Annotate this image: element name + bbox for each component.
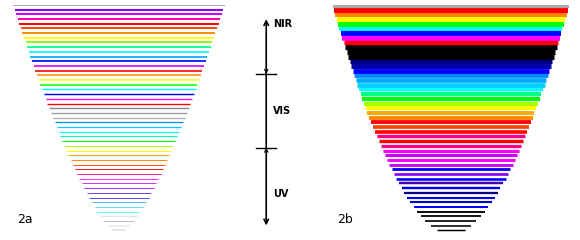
Text: VIS: VIS bbox=[273, 106, 291, 116]
Text: 2a: 2a bbox=[17, 213, 33, 226]
Text: NIR: NIR bbox=[273, 19, 292, 29]
Text: UV: UV bbox=[273, 189, 288, 199]
Text: 2b: 2b bbox=[338, 213, 353, 226]
